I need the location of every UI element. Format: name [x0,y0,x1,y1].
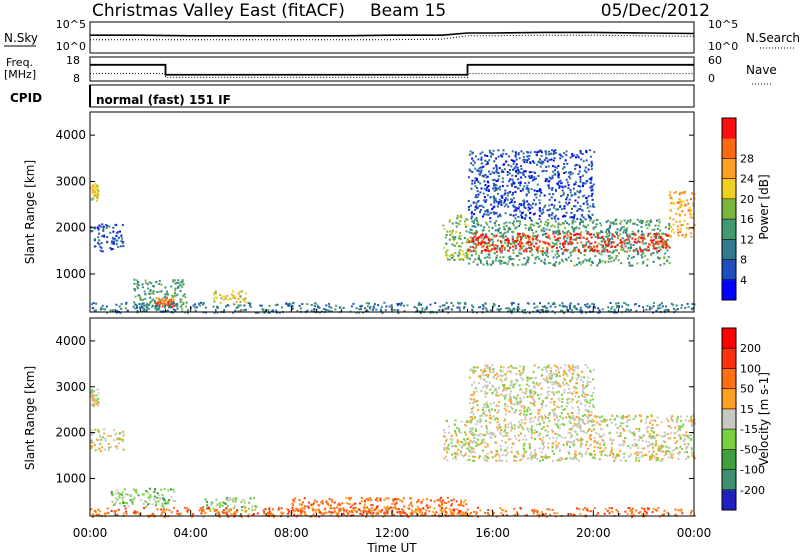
time-tick-label: 20:00 [576,526,611,540]
velocity-colorbar-label: Velocity [m s-1] [757,372,771,466]
nave-tick-top: 60 [708,54,722,67]
power-colorbar-label: 28 [740,152,754,165]
power-band-1 [90,223,124,252]
power-colorbar-segment [722,118,736,139]
time-tick-label: 04:00 [173,526,208,540]
velocity-ytick-label: 1000 [55,471,86,485]
velocity-band-6 [443,419,469,461]
power-colorbar-label: 24 [740,173,754,186]
velocity-panel: 1000 2000 3000 4000 Slant Range [km] 00:00 0… [23,318,771,554]
power-colorbar-label: 12 [740,233,754,246]
power-ytick-label: 1000 [55,267,86,281]
power-colorbar-segment [722,219,736,240]
power-panel: 1000 2000 3000 4000 Slant Range [km] 28 24 20… [23,112,771,314]
power-colorbar-segment [722,199,736,220]
time-tick-label: 08:00 [274,526,309,540]
freq-tick-top: 18 [66,54,80,67]
velocity-band-8 [469,364,595,416]
time-axis-label: Time UT [366,541,417,554]
velocity-colorbar-label: -15 [740,423,758,436]
velocity-band-1 [90,428,124,452]
noise-panel-frame [90,22,694,53]
power-colorbar-segment [722,239,736,260]
cpid-mode-text: normal (fast) 151 IF [96,93,231,107]
velocity-colorbar-label: 15 [740,403,754,416]
power-colorbar-label: 8 [740,254,747,267]
power-colorbar-segment [722,280,736,301]
freq-label-line2: [MHz] [4,68,36,81]
plot-date: 05/Dec/2012 [601,1,710,21]
velocity-colorbar-segment [722,389,736,410]
velocity-ylabel: Slant Range [km] [23,366,37,470]
velocity-colorbar-segment [722,449,736,470]
power-ytick-label: 3000 [55,174,86,188]
power-colorbar-segment [722,158,736,179]
plot-title: Christmas Valley East (fitACF) [92,1,345,21]
beam-label: Beam 15 [370,1,446,21]
velocity-colorbar-segment [722,429,736,450]
power-band-0 [90,183,100,202]
time-tick-label: 00:00 [677,526,712,540]
noise-left-label: N.Sky [4,31,38,45]
velocity-colorbar-segment [722,409,736,430]
frequency-line [90,65,694,75]
velocity-colorbar-segment [722,328,736,349]
power-scatter [90,149,696,314]
power-ytick-label: 2000 [55,221,86,235]
power-band-9 [468,149,596,220]
power-colorbar-label: 20 [740,193,754,206]
nave-label: Nave [746,63,777,77]
time-tick-label: 00:00 [73,526,108,540]
cpid-label: CPID [10,91,42,105]
velocity-colorbar-label: 200 [740,342,761,355]
time-tick-label: 12:00 [375,526,410,540]
velocity-colorbar-segment [722,368,736,389]
velocity-panel-frame [90,318,694,516]
velocity-ytick-label: 3000 [55,380,86,394]
noise-left-tick-bottom: 10^0 [56,40,86,53]
velocity-ytick-label: 4000 [55,334,86,348]
cpid-panel: CPID normal (fast) 151 IF [10,85,694,107]
velocity-colorbar-label: -50 [740,443,758,456]
power-colorbar-segment [722,138,736,159]
power-colorbar-label: 4 [740,274,747,287]
velocity-colorbar-segment [722,348,736,369]
velocity-colorbar-segment [722,470,736,491]
freq-tick-bottom: 8 [73,72,80,85]
noise-left-tick-top: 10^5 [56,18,86,31]
velocity-colorbar-segment [722,490,736,511]
frequency-panel: Freq. [MHz] 18 8 60 0 Nave [4,54,777,85]
velocity-scatter [90,364,696,518]
power-colorbar-segment [722,260,736,281]
noise-right-label: N.Search [746,31,800,45]
frequency-panel-frame [90,57,694,81]
velocity-band-0 [90,388,99,407]
noise-right-tick-bottom: 10^0 [708,40,738,53]
velocity-ytick-label: 2000 [55,426,86,440]
power-ytick-label: 4000 [55,128,86,142]
noise-right-tick-top: 10^5 [708,18,738,31]
velocity-colorbar-label: 50 [740,383,754,396]
nave-tick-bottom: 0 [708,72,715,85]
power-ylabel: Slant Range [km] [23,160,37,264]
power-band-10 [669,191,696,239]
noise-panel: N.Sky 10^5 10^0 10^5 10^0 N.Search [4,18,800,53]
time-tick-label: 16:00 [475,526,510,540]
power-band-4 [213,290,247,304]
power-colorbar-label: 16 [740,213,754,226]
power-colorbar-label: Power [dB] [757,174,771,239]
power-band-6 [442,215,469,262]
velocity-band-2 [111,488,176,508]
velocity-band-7 [468,414,696,462]
power-colorbar-segment [722,179,736,200]
velocity-colorbar-label: -200 [740,484,765,497]
